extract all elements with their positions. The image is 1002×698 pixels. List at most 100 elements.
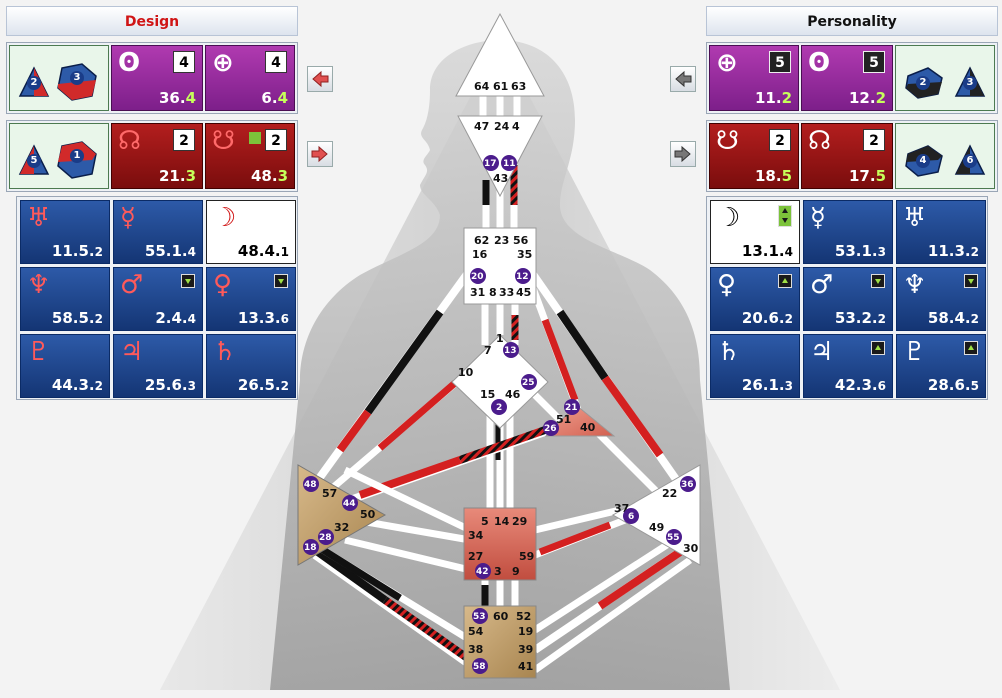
arrow-down-icon xyxy=(871,274,885,288)
gate-31: 31 xyxy=(470,286,485,299)
gate-27: 27 xyxy=(468,550,483,563)
design-node-row-2: 5 1 ☊ 2 21.3 ☋ 2 48.3 xyxy=(6,120,298,192)
design-planet-cell[interactable]: ♇ 44.3.2 xyxy=(20,334,110,398)
design-header: Design xyxy=(6,6,298,36)
planet-value: 2.4.4 xyxy=(155,309,196,327)
personality-planet-cell[interactable]: ☽ 13.1.4 xyxy=(710,200,800,264)
planet-symbol-icon: ♃ xyxy=(810,337,834,367)
variable-digit-a: 4 xyxy=(916,154,930,168)
personality-earth-node[interactable]: ⊕ 5 11.2 xyxy=(709,45,799,111)
personality-planet-cell[interactable]: ♇ 28.6.5 xyxy=(896,334,986,398)
personality-south-node[interactable]: ☋ 2 18.5 xyxy=(709,123,799,189)
planet-symbol-icon: ♇ xyxy=(903,337,927,367)
personality-arrow-top-button[interactable] xyxy=(670,66,696,92)
planet-symbol-icon: ʘ xyxy=(118,48,141,78)
gate-54: 54 xyxy=(468,625,484,638)
personality-planet-cell[interactable]: ♂ 53.2.2 xyxy=(803,267,893,331)
svg-text:21: 21 xyxy=(565,403,578,413)
gate-33: 33 xyxy=(499,286,514,299)
planet-symbol-icon: ♂ xyxy=(810,270,834,300)
g-center xyxy=(451,334,549,429)
design-north-node[interactable]: ☊ 2 21.3 xyxy=(111,123,203,189)
gate-51: 51 xyxy=(556,413,571,426)
planet-symbol-icon: ☊ xyxy=(118,126,142,156)
design-arrow-bottom-button[interactable] xyxy=(307,141,333,167)
gate-46: 46 xyxy=(505,388,521,401)
personality-planet-cell[interactable]: ♃ 42.3.6 xyxy=(803,334,893,398)
planet-symbol-icon: ☊ xyxy=(808,126,832,156)
planet-symbol-icon: ♀ xyxy=(213,270,233,300)
design-earth-node[interactable]: ʘ 4 36.4 xyxy=(111,45,203,111)
personality-variable-2[interactable]: 4 6 xyxy=(895,123,995,189)
gate-61: 61 xyxy=(493,80,508,93)
planet-symbol-icon: ☿ xyxy=(810,203,826,233)
design-planets-panel: ♅ 11.5.2 ☿ 55.1.4 ☽ 48.4.1 ♆ 58.5.2 ♂ 2.4.4 ♀ 13.3.… xyxy=(16,196,298,400)
svg-text:53: 53 xyxy=(473,612,486,622)
svg-text:48: 48 xyxy=(304,480,317,490)
design-sun-node[interactable]: ⊕ 4 6.4 xyxy=(205,45,295,111)
design-planet-cell[interactable]: ☽ 48.4.1 xyxy=(206,200,296,264)
design-variable-1[interactable]: 2 3 xyxy=(9,45,109,111)
planet-symbol-icon: ♃ xyxy=(120,337,144,367)
design-planet-cell[interactable]: ♄ 26.5.2 xyxy=(206,334,296,398)
gate-22: 22 xyxy=(662,487,677,500)
line-number: 4 xyxy=(265,51,287,73)
svg-text:28: 28 xyxy=(319,533,332,543)
variable-digit-b: 3 xyxy=(70,71,84,85)
personality-sun-node[interactable]: ʘ 5 12.2 xyxy=(801,45,893,111)
design-planet-cell[interactable]: ♀ 13.3.6 xyxy=(206,267,296,331)
planet-value: 48.4.1 xyxy=(237,242,289,260)
gate-value: 17.5 xyxy=(848,167,886,185)
planet-symbol-icon: ♀ xyxy=(717,270,737,300)
svg-text:6: 6 xyxy=(628,512,634,522)
personality-planet-cell[interactable]: ☿ 53.1.3 xyxy=(803,200,893,264)
gate-dot-13: 13 xyxy=(503,342,519,358)
personality-planet-cell[interactable]: ♅ 11.3.2 xyxy=(896,200,986,264)
personality-planet-cell[interactable]: ♆ 58.4.2 xyxy=(896,267,986,331)
personality-arrow-bottom-button[interactable] xyxy=(670,141,696,167)
planet-symbol-icon: ⊕ xyxy=(716,48,738,78)
arrow-up-icon xyxy=(778,274,792,288)
planet-symbol-icon: ♄ xyxy=(213,337,237,367)
planet-value: 58.5.2 xyxy=(51,309,103,327)
line-number: 5 xyxy=(769,51,791,73)
personality-title: Personality xyxy=(807,14,897,30)
gate-9: 9 xyxy=(512,565,520,578)
gate-19: 19 xyxy=(518,625,533,638)
design-planet-cell[interactable]: ☿ 55.1.4 xyxy=(113,200,203,264)
gate-dot-25: 25 xyxy=(521,374,537,390)
personality-variable-1[interactable]: 2 3 xyxy=(895,45,995,111)
svg-text:13: 13 xyxy=(504,346,517,356)
planet-value: 55.1.4 xyxy=(144,242,196,260)
design-arrow-top-button[interactable] xyxy=(307,66,333,92)
variable-digit-b: 1 xyxy=(70,149,84,163)
gate-8: 8 xyxy=(489,286,497,299)
arrow-down-icon xyxy=(181,274,195,288)
planet-value: 44.3.2 xyxy=(51,376,103,394)
gate-dot-6: 6 xyxy=(623,508,639,524)
design-planet-cell[interactable]: ♅ 11.5.2 xyxy=(20,200,110,264)
design-variable-2[interactable]: 5 1 xyxy=(9,123,109,189)
arrow-up-icon xyxy=(964,341,978,355)
variable-digit-b: 3 xyxy=(963,76,977,90)
svg-text:20: 20 xyxy=(471,272,484,282)
gate-value: 12.2 xyxy=(848,89,886,107)
svg-text:11: 11 xyxy=(503,159,516,169)
personality-planet-cell[interactable]: ♀ 20.6.2 xyxy=(710,267,800,331)
gate-59: 59 xyxy=(519,550,534,563)
ego-center xyxy=(544,404,616,437)
personality-planet-cell[interactable]: ♄ 26.1.3 xyxy=(710,334,800,398)
planet-symbol-icon: ☋ xyxy=(212,126,236,156)
personality-north-node[interactable]: ☊ 2 17.5 xyxy=(801,123,893,189)
gate-dot-18: 18 xyxy=(303,539,319,555)
line-number: 5 xyxy=(863,51,885,73)
line-number: 2 xyxy=(265,129,287,151)
design-planet-cell[interactable]: ♂ 2.4.4 xyxy=(113,267,203,331)
planet-value: 13.1.4 xyxy=(741,242,793,260)
gate-49: 49 xyxy=(649,521,664,534)
design-south-node[interactable]: ☋ 2 48.3 xyxy=(205,123,295,189)
planet-value: 58.4.2 xyxy=(927,309,979,327)
design-planet-cell[interactable]: ♆ 58.5.2 xyxy=(20,267,110,331)
personality-header: Personality xyxy=(706,6,998,36)
design-planet-cell[interactable]: ♃ 25.6.3 xyxy=(113,334,203,398)
